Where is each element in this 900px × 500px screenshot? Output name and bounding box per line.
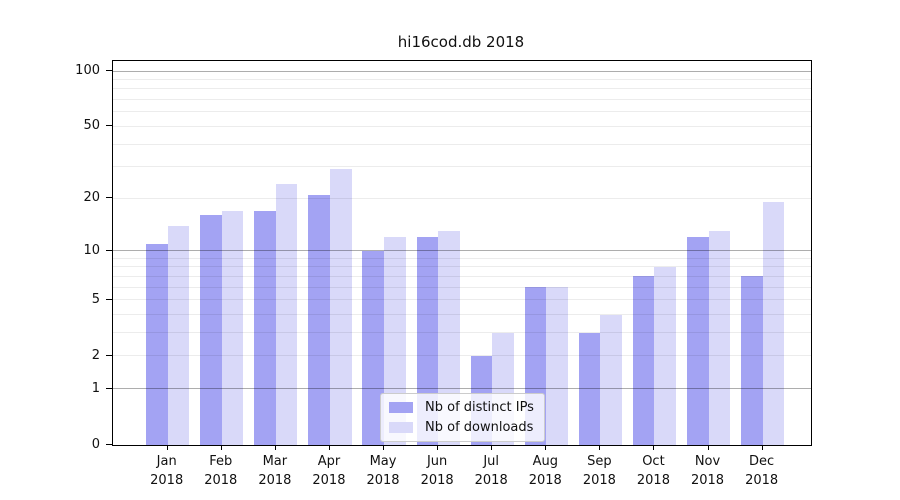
gridline-minor: [113, 355, 811, 357]
x-axis-tick: [328, 445, 330, 450]
x-axis-tick: [545, 445, 547, 450]
y-tick-label: 10: [83, 242, 100, 258]
x-tick-label: Jun 2018: [420, 454, 454, 488]
x-axis-tick: [220, 445, 222, 450]
bar: [632, 276, 655, 445]
x-tick-label: Aug 2018: [528, 454, 562, 488]
y-axis-tick: [106, 444, 112, 445]
bar: [762, 202, 785, 445]
gridline-minor: [113, 111, 811, 113]
y-tick-label: 5: [91, 291, 100, 307]
gridline-minor: [113, 197, 811, 199]
x-tick-label: Feb 2018: [204, 454, 238, 488]
bar: [362, 250, 385, 445]
bar: [308, 194, 330, 445]
y-tick-label: 20: [83, 190, 100, 206]
y-axis-tick: [106, 249, 112, 251]
legend-label-downloads: Nb of downloads: [425, 420, 534, 435]
bar: [600, 314, 622, 445]
x-tick-label: Apr 2018: [312, 454, 346, 488]
gridline-minor: [113, 166, 811, 168]
x-axis-tick: [653, 445, 655, 450]
legend-item-downloads: Nb of downloads: [389, 420, 534, 435]
chart-title: hi16cod.db 2018: [397, 33, 525, 51]
legend-swatch-distinct-ips-icon: [389, 402, 413, 413]
x-tick-label: Mar 2018: [258, 454, 292, 488]
x-tick-label: Jan 2018: [150, 454, 184, 488]
y-tick-label: 50: [83, 118, 100, 134]
x-tick-label: Sep 2018: [582, 454, 616, 488]
bar: [686, 237, 709, 445]
gridline-minor: [113, 266, 811, 268]
x-tick-label: May 2018: [366, 454, 400, 488]
gridline-minor: [113, 78, 811, 80]
y-axis-tick: [106, 125, 112, 127]
x-axis-tick: [166, 445, 168, 450]
x-axis-tick: [761, 445, 763, 450]
bar: [654, 266, 677, 445]
gridline-minor: [113, 125, 811, 127]
x-tick-label: Dec 2018: [745, 454, 779, 488]
bar: [741, 276, 763, 445]
legend-swatch-downloads-icon: [389, 422, 413, 433]
gridline-minor: [113, 275, 811, 277]
x-tick-label: Oct 2018: [636, 454, 670, 488]
gridline-major: [113, 70, 811, 72]
gridline-minor: [113, 143, 811, 145]
gridline-minor: [113, 314, 811, 316]
x-tick-label: Jul 2018: [474, 454, 508, 488]
bar: [275, 184, 298, 445]
x-axis-tick: [274, 445, 276, 450]
y-tick-label: 1: [91, 380, 100, 396]
y-tick-label: 0: [91, 437, 100, 452]
bar: [200, 215, 222, 445]
gridline-major: [113, 250, 811, 252]
legend-item-distinct-ips: Nb of distinct IPs: [389, 400, 534, 415]
bar: [329, 169, 352, 445]
bar: [167, 225, 190, 445]
bar: [546, 287, 568, 445]
y-axis-tick: [106, 354, 112, 356]
y-axis-tick: [106, 298, 112, 300]
legend-label-distinct-ips: Nb of distinct IPs: [425, 400, 534, 415]
x-tick-label: Nov 2018: [690, 454, 725, 488]
gridline-minor: [113, 257, 811, 259]
y-tick-label: 2: [91, 347, 100, 363]
bar: [578, 332, 601, 445]
gridline-minor: [113, 299, 811, 301]
bar: [438, 231, 460, 445]
y-axis-tick: [106, 70, 112, 71]
bar: [708, 231, 731, 445]
legend: Nb of distinct IPs Nb of downloads: [380, 393, 545, 442]
gridline-major: [113, 388, 811, 390]
bar: [221, 210, 244, 445]
y-tick-label: 100: [75, 63, 100, 78]
bar: [254, 210, 276, 445]
x-axis-tick: [383, 445, 385, 450]
y-axis-tick: [106, 197, 112, 199]
gridline-minor: [113, 99, 811, 101]
x-axis-tick: [707, 445, 709, 450]
gridline-minor: [113, 332, 811, 334]
bar: [146, 243, 168, 445]
gridline-minor: [113, 88, 811, 90]
x-axis-tick: [491, 445, 493, 450]
y-axis-tick: [106, 387, 112, 389]
gridline-minor: [113, 286, 811, 288]
plot-area: Nb of distinct IPs Nb of downloads: [112, 60, 812, 446]
x-axis-tick: [437, 445, 439, 450]
x-axis-tick: [599, 445, 601, 450]
